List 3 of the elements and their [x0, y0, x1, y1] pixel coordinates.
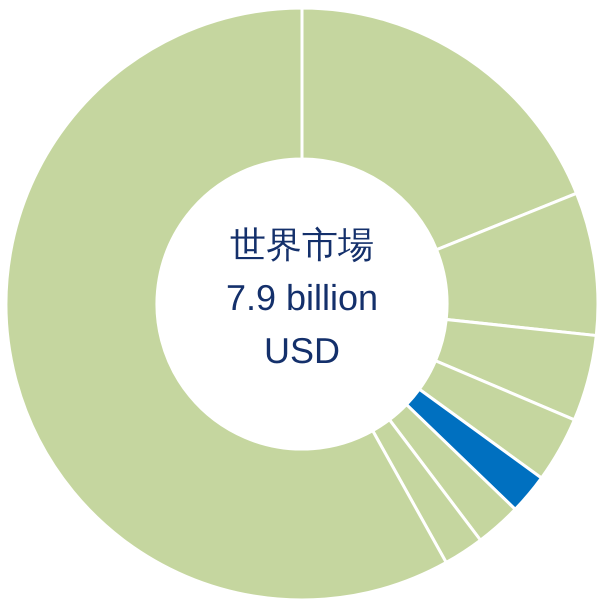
text: USD [264, 330, 340, 371]
text: 7.9 billion [226, 277, 378, 318]
text: 世界市場 [230, 224, 374, 265]
